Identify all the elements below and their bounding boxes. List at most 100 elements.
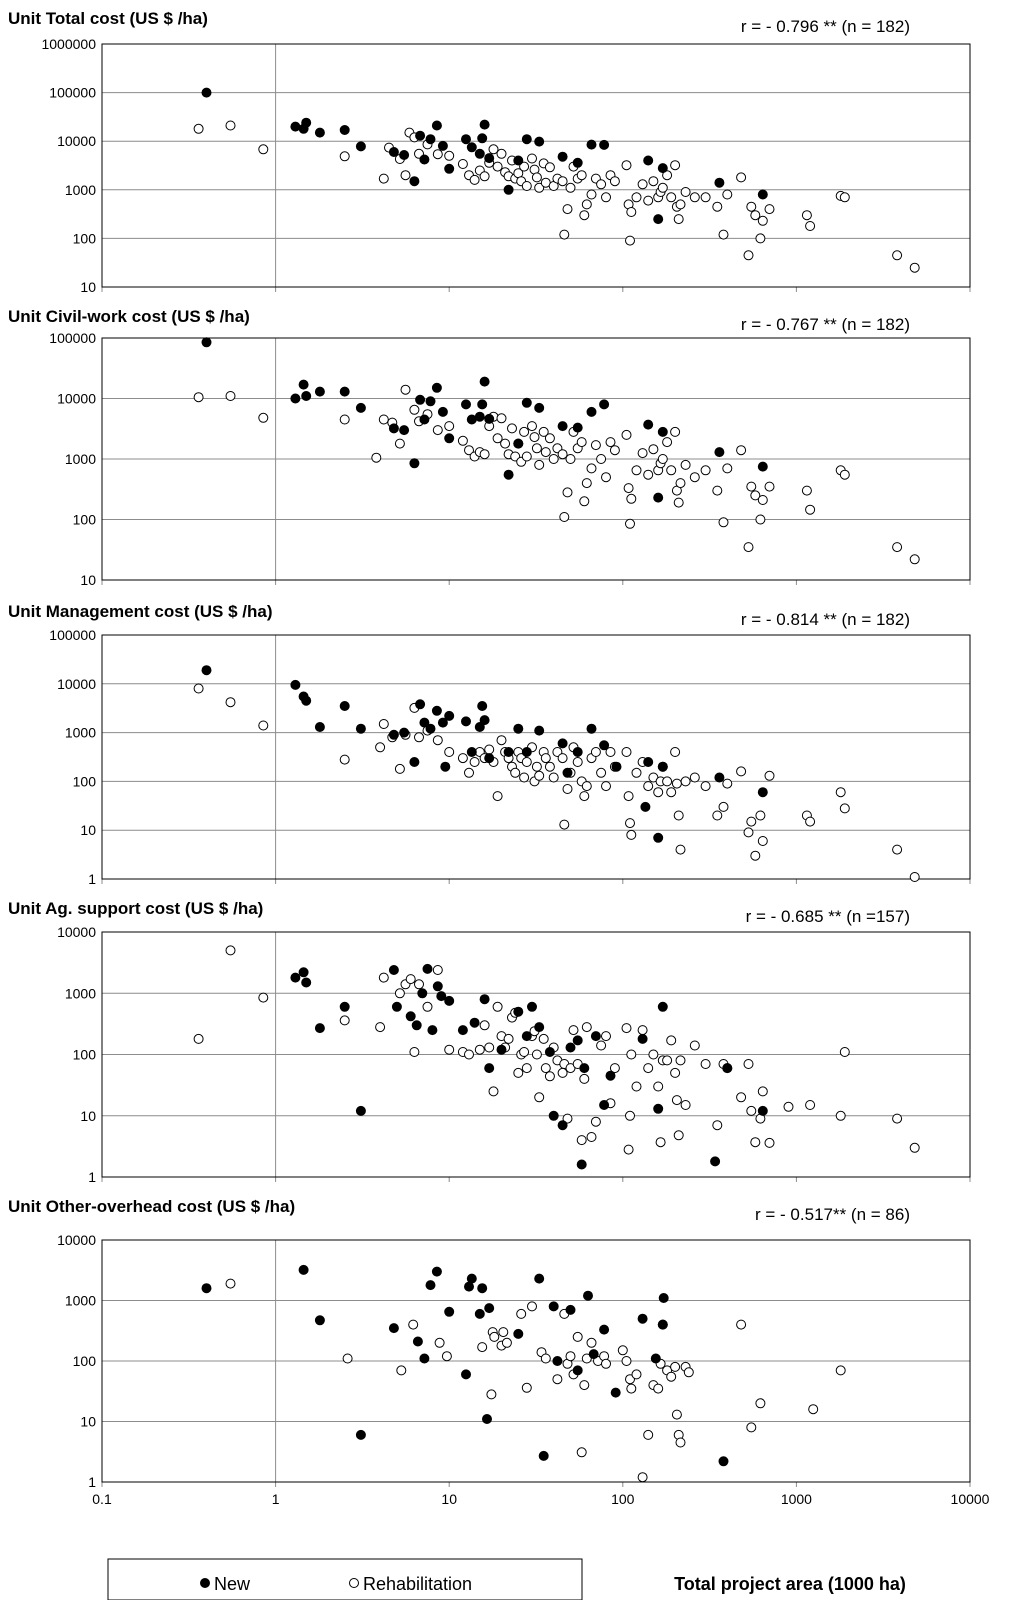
data-point-rehabilitation	[672, 1410, 681, 1419]
data-point-new	[202, 666, 211, 675]
y-tick-label: 100	[73, 1047, 97, 1063]
data-point-rehabilitation	[376, 1023, 385, 1032]
data-point-rehabilitation	[765, 1138, 774, 1147]
data-point-rehabilitation	[765, 771, 774, 780]
data-point-rehabilitation	[690, 473, 699, 482]
data-point-rehabilitation	[756, 811, 765, 820]
series-rehabilitation	[194, 121, 919, 272]
legend-marker-new	[201, 1579, 210, 1588]
series-rehabilitation	[226, 1279, 845, 1482]
data-point-rehabilitation	[751, 1138, 760, 1147]
data-point-rehabilitation	[520, 427, 529, 436]
data-point-new	[600, 1325, 609, 1334]
data-point-new	[654, 833, 663, 842]
y-tick-label: 1000000	[41, 36, 96, 52]
data-point-rehabilitation	[433, 736, 442, 745]
panel-title: Unit Total cost (US $ /ha)	[8, 9, 208, 28]
correlation-stat: r = - 0.685 ** (n =157)	[746, 907, 910, 926]
data-point-rehabilitation	[758, 216, 767, 225]
data-point-rehabilitation	[194, 393, 203, 402]
data-point-rehabilitation	[676, 1056, 685, 1065]
data-point-rehabilitation	[541, 754, 550, 763]
data-point-rehabilitation	[563, 785, 572, 794]
y-tick-label: 100000	[49, 627, 96, 643]
data-point-new	[475, 412, 484, 421]
data-point-new	[302, 118, 311, 127]
data-point-new	[485, 754, 494, 763]
data-point-rehabilitation	[747, 202, 756, 211]
data-point-rehabilitation	[458, 160, 467, 169]
data-point-rehabilitation	[379, 720, 388, 729]
data-point-rehabilitation	[569, 1026, 578, 1035]
data-point-new	[600, 140, 609, 149]
data-point-rehabilitation	[638, 180, 647, 189]
data-point-rehabilitation	[627, 830, 636, 839]
data-point-rehabilitation	[627, 208, 636, 217]
data-point-rehabilitation	[514, 1068, 523, 1077]
data-point-rehabilitation	[194, 684, 203, 693]
data-point-rehabilitation	[226, 121, 235, 130]
data-point-rehabilitation	[597, 455, 606, 464]
data-point-rehabilitation	[379, 415, 388, 424]
data-point-rehabilitation	[649, 1050, 658, 1059]
data-point-new	[535, 726, 544, 735]
data-point-new	[577, 1160, 586, 1169]
data-point-rehabilitation	[676, 479, 685, 488]
data-point-rehabilitation	[415, 980, 424, 989]
data-point-new	[644, 758, 653, 767]
data-point-rehabilitation	[671, 1362, 680, 1371]
data-point-new	[426, 397, 435, 406]
data-point-rehabilitation	[701, 1060, 710, 1069]
y-tick-label: 10	[80, 1414, 96, 1430]
data-point-new	[658, 762, 667, 771]
data-point-rehabilitation	[566, 455, 575, 464]
panel-3: 110100100010000100000Unit Management cos…	[8, 602, 970, 887]
data-point-rehabilitation	[340, 1016, 349, 1025]
data-point-rehabilitation	[580, 1381, 589, 1390]
data-point-new	[580, 1064, 589, 1073]
x-tick-label: 100	[611, 1491, 635, 1507]
legend-label-new: New	[214, 1574, 251, 1594]
data-point-new	[478, 400, 487, 409]
data-point-rehabilitation	[480, 1021, 489, 1030]
data-point-new	[535, 1274, 544, 1283]
data-point-rehabilitation	[744, 251, 753, 260]
data-point-rehabilitation	[910, 555, 919, 564]
data-point-new	[315, 1316, 324, 1325]
series-new	[202, 338, 767, 502]
data-point-new	[612, 762, 621, 771]
data-point-rehabilitation	[676, 200, 685, 209]
data-point-rehabilitation	[194, 124, 203, 133]
data-point-rehabilitation	[632, 466, 641, 475]
data-point-rehabilitation	[580, 211, 589, 220]
data-point-rehabilitation	[577, 1448, 586, 1457]
data-point-rehabilitation	[624, 792, 633, 801]
data-point-new	[410, 177, 419, 186]
data-point-rehabilitation	[656, 1138, 665, 1147]
data-point-rehabilitation	[528, 422, 537, 431]
data-point-new	[558, 1121, 567, 1130]
data-point-rehabilitation	[747, 1423, 756, 1432]
data-point-rehabilitation	[528, 154, 537, 163]
x-tick-label: 10	[441, 1491, 457, 1507]
data-point-new	[497, 1045, 506, 1054]
data-point-new	[651, 1354, 660, 1363]
data-point-new	[432, 1267, 441, 1276]
data-point-rehabilitation	[423, 1002, 432, 1011]
data-point-new	[340, 126, 349, 135]
data-point-rehabilitation	[395, 989, 404, 998]
data-point-new	[514, 724, 523, 733]
data-point-rehabilitation	[487, 1390, 496, 1399]
data-point-rehabilitation	[259, 721, 268, 730]
data-point-rehabilitation	[410, 405, 419, 414]
data-point-new	[573, 1366, 582, 1375]
panel-4: 110100100010000Unit Ag. support cost (US…	[8, 899, 970, 1185]
data-point-new	[549, 1302, 558, 1311]
data-point-new	[485, 1064, 494, 1073]
data-point-new	[467, 748, 476, 757]
y-tick-label: 1000	[65, 725, 96, 741]
data-point-new	[418, 989, 427, 998]
data-point-new	[549, 1111, 558, 1120]
plot-frame	[102, 635, 970, 879]
data-point-rehabilitation	[587, 1338, 596, 1347]
